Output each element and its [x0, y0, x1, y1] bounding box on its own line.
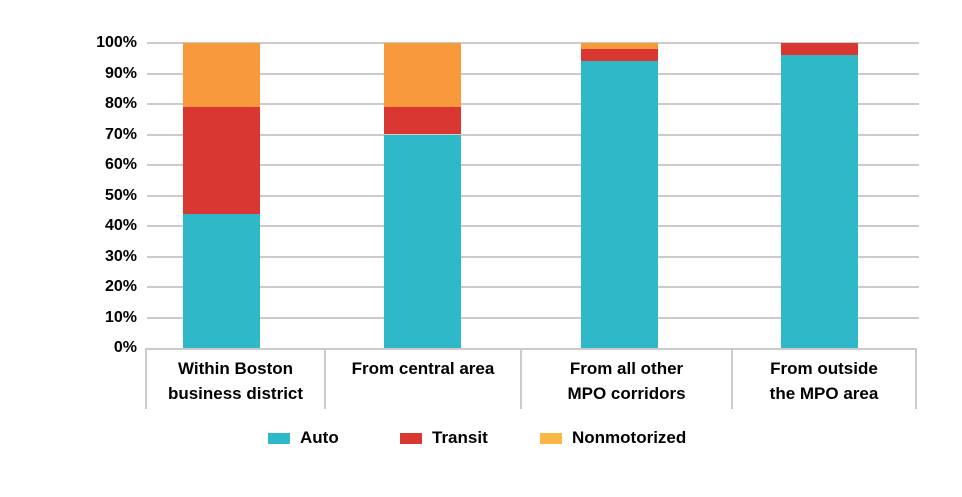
category-label-mpo-corridors: From all other MPO corridors [520, 350, 731, 409]
y-axis-tick-label: 90% [104, 64, 137, 82]
bar-segment-auto [384, 134, 461, 348]
legend: Auto Transit Nonmotorized [0, 426, 962, 450]
gridline [147, 255, 919, 258]
category-label-line: the MPO area [769, 384, 879, 403]
gridline [147, 133, 919, 136]
legend-item-auto: Auto [268, 426, 339, 450]
bar-segment-auto [183, 213, 260, 348]
legend-swatch-transit [400, 432, 422, 444]
legend-swatch-nonmotorized [540, 432, 562, 444]
bar-segment-transit [183, 107, 260, 214]
legend-label-transit: Transit [432, 428, 488, 447]
bar-segment-transit [581, 49, 658, 62]
bar-segment-nonmotorized [183, 43, 260, 108]
y-axis-tick-label: 70% [104, 125, 137, 143]
bar-segment-nonmotorized [384, 43, 461, 108]
gridline [147, 286, 919, 288]
bar-segment-transit [781, 43, 858, 56]
gridline [147, 164, 919, 166]
category-label-within-boston: Within Boston business district [145, 350, 324, 409]
gridline [147, 194, 919, 197]
bar-segment-auto [781, 55, 858, 348]
x-axis-category-labels: Within Boston business district From cen… [145, 348, 917, 409]
legend-label-nonmotorized: Nonmotorized [572, 428, 687, 447]
category-label-line: From all other [569, 359, 684, 378]
category-label-line: MPO corridors [567, 384, 686, 403]
gridline [147, 72, 919, 75]
y-axis-tick-label: 100% [96, 34, 137, 51]
category-label-line: From outside [770, 359, 878, 378]
legend-item-transit: Transit [400, 426, 488, 450]
y-axis-tick-label: 50% [104, 186, 137, 204]
gridline [147, 316, 919, 319]
y-axis-tick-label: 40% [104, 217, 137, 234]
category-label-line: business district [167, 384, 304, 403]
legend-item-nonmotorized: Nonmotorized [540, 426, 686, 450]
y-axis-tick-label: 0% [113, 339, 137, 356]
y-axis-tick-label: 30% [104, 247, 137, 265]
bar-segment-auto [581, 61, 658, 348]
bar-segment-transit [384, 107, 461, 135]
gridline [147, 103, 919, 105]
y-axis-tick-label: 10% [104, 308, 137, 326]
gridline [147, 42, 919, 44]
category-label-outside-mpo: From outside the MPO area [731, 350, 917, 409]
gridline [147, 225, 919, 227]
legend-swatch-auto [268, 432, 290, 444]
legend-label-auto: Auto [300, 428, 339, 447]
category-label-line: Within Boston [177, 359, 294, 378]
y-axis-tick-label: 60% [104, 156, 137, 173]
bar-segment-nonmotorized [581, 43, 658, 50]
y-axis-tick-label: 80% [104, 95, 137, 112]
category-label-central-area: From central area [324, 350, 520, 409]
category-label-line: From central area [351, 359, 495, 378]
y-axis-tick-label: 20% [104, 278, 137, 295]
